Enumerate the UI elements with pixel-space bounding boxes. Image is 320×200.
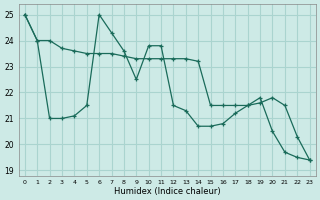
X-axis label: Humidex (Indice chaleur): Humidex (Indice chaleur) (114, 187, 220, 196)
